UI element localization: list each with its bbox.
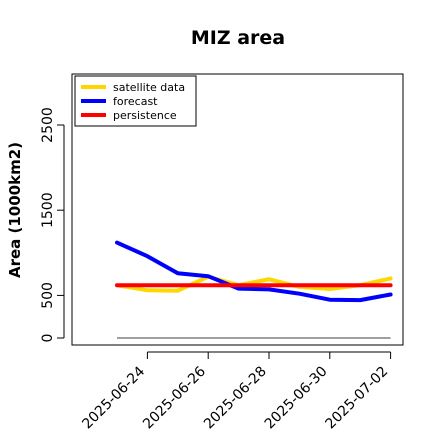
legend-label: satellite data xyxy=(113,81,185,94)
series-line-forecast xyxy=(115,240,393,303)
plot-frame xyxy=(71,73,404,346)
y-tick-label: 1500 xyxy=(40,192,56,228)
x-tick-label: 2025-06-26 xyxy=(140,363,209,432)
legend-label: persistence xyxy=(113,109,177,122)
y-axis: 0 500 1500 2500 xyxy=(40,107,65,343)
chart-title: MIZ area xyxy=(191,27,285,49)
x-tick-label: 2025-06-24 xyxy=(79,363,148,432)
y-tick-label: 2500 xyxy=(40,107,56,143)
y-axis-label: Area (1000km2) xyxy=(6,142,24,278)
x-tick-label: 2025-06-30 xyxy=(262,364,331,433)
y-tick-label: 0 xyxy=(40,334,56,343)
x-tick-label: 2025-06-28 xyxy=(201,364,270,433)
legend-label: forecast xyxy=(113,95,158,108)
x-tick-label: 2025-07-02 xyxy=(323,364,392,433)
y-tick-label: 500 xyxy=(40,282,56,309)
x-axis: 2025-06-242025-06-262025-06-282025-06-30… xyxy=(79,351,392,433)
series-layer xyxy=(115,240,393,339)
